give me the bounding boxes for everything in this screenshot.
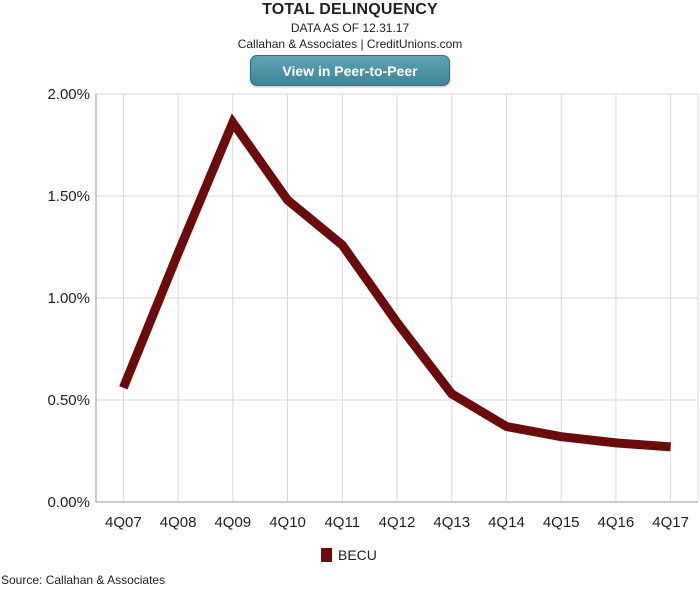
y-tick-label: 1.50% xyxy=(47,188,90,205)
x-tick-label: 4Q08 xyxy=(160,514,197,531)
x-tick-label: 4Q11 xyxy=(324,514,360,531)
x-tick-label: 4Q16 xyxy=(598,514,635,531)
chart-title: TOTAL DELINQUENCY xyxy=(262,1,438,18)
x-tick-label: 4Q15 xyxy=(543,514,580,531)
series-layer xyxy=(119,113,671,452)
chart-subtitle-date: DATA AS OF 12.31.17 xyxy=(290,21,410,35)
chart-subtitle-source: Callahan & Associates | CreditUnions.com xyxy=(237,37,463,51)
x-tick-label: 4Q14 xyxy=(488,514,525,531)
view-in-peer-to-peer-button[interactable]: View in Peer-to-Peer xyxy=(250,55,450,86)
x-tick-label: 4Q07 xyxy=(105,514,142,531)
source-note: Source: Callahan & Associates xyxy=(1,573,166,587)
x-tick-label: 4Q12 xyxy=(379,514,416,531)
axes: 0.00% 0.50% 1.00% 1.50% 2.00% 4Q07 4Q08 4Q09 4Q1… xyxy=(47,86,699,531)
x-tick-label: 4Q17 xyxy=(652,514,689,531)
x-tick-label: 4Q09 xyxy=(214,514,251,531)
y-tick-label: 1.00% xyxy=(47,290,90,307)
y-tick-label: 2.00% xyxy=(47,86,90,103)
x-tick-label: 4Q13 xyxy=(433,514,470,531)
legend-label: BECU xyxy=(338,547,377,563)
x-tick-label: 4Q10 xyxy=(269,514,306,531)
legend-swatch xyxy=(321,548,332,562)
y-tick-label: 0.50% xyxy=(47,392,90,409)
legend[interactable]: BECU xyxy=(321,547,377,563)
y-tick-label: 0.00% xyxy=(47,494,90,511)
